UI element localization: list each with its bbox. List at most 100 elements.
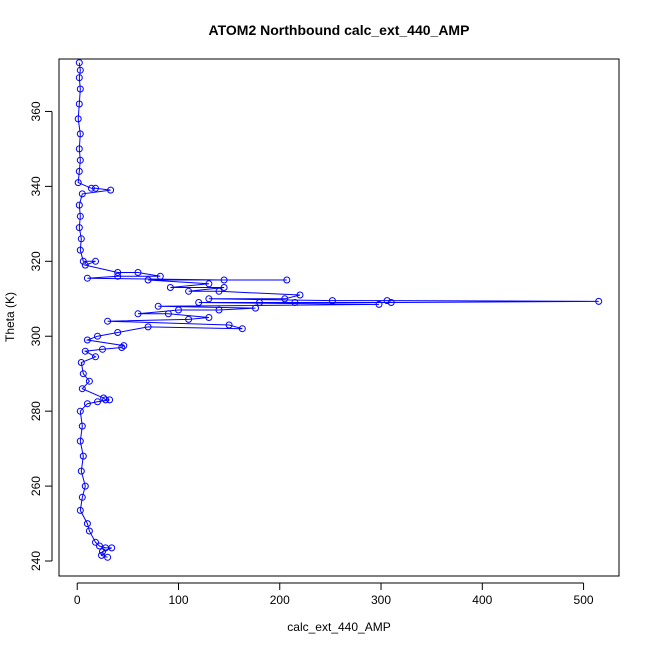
data-point [114,329,122,336]
data-point [108,544,116,552]
y-axis-label: Theta (K) [3,292,17,342]
y-tick-label: 260 [29,476,43,496]
data-point [114,272,122,280]
data-point [83,336,91,344]
data-point [595,297,603,305]
data-point [185,287,193,295]
data-point [252,304,259,312]
data-point [134,310,142,318]
chart-title: ATOM2 Northbound calc_ext_440_AMP [209,22,470,38]
y-tick-label: 320 [29,251,43,271]
data-point [328,297,336,305]
data-point [76,85,84,93]
data-point [87,184,95,192]
data-point [195,299,203,306]
data-point [81,347,89,355]
data-point [75,59,83,67]
data-point [76,437,84,445]
data-point [205,314,213,321]
data-point [77,359,85,366]
data-point [94,398,101,406]
data-point [75,100,83,108]
data-point [291,299,299,306]
data-point [75,74,83,82]
data-point [92,353,99,361]
data-point [144,276,152,284]
plot-area-frame [58,58,620,577]
data-series [74,59,603,561]
data-point [79,452,87,460]
data-point [205,295,213,303]
data-point [144,323,152,331]
data-point [185,315,193,323]
data-point [83,274,91,282]
data-point [238,325,246,333]
data-point [102,396,110,404]
data-point [76,407,84,415]
data-point [281,295,289,303]
data-point [83,400,91,408]
data-point [134,269,142,276]
y-axis: 240 260 280 300 320 340 360 [29,101,53,571]
data-point [99,345,106,353]
x-axis-label: calc_ext_440_AMP [287,620,390,634]
y-tick-label: 280 [29,401,43,421]
y-tick-label: 340 [29,176,43,196]
data-point [175,306,182,314]
data-point [79,257,87,265]
data-point [215,306,223,314]
y-tick-label: 360 [29,101,43,121]
data-point [154,302,162,310]
data-point [104,317,112,325]
data-point [118,344,126,351]
data-point [156,272,164,280]
data-point [283,276,291,284]
data-point [81,482,89,490]
data-point [220,284,228,291]
data-point [77,235,85,243]
data-point [75,167,83,175]
data-point [387,299,395,306]
data-point [92,184,99,192]
data-point [74,179,82,187]
data-point [79,370,87,378]
data-point [225,321,233,329]
y-tick-label: 300 [29,326,43,346]
data-point [76,246,84,254]
data-point [166,284,174,291]
data-point [77,467,85,475]
series-line [77,62,599,558]
data-point [96,542,103,550]
data-point [76,212,84,220]
data-point [81,261,89,269]
x-tick-label: 500 [574,593,594,607]
data-point [78,385,86,393]
x-tick-label: 200 [270,593,290,607]
data-point [85,527,93,535]
data-point [107,186,115,194]
data-point [92,257,99,265]
data-point [78,422,86,430]
x-tick-label: 0 [74,593,81,607]
data-point [383,297,391,305]
data-point [83,520,91,528]
data-point [74,115,82,123]
data-point [99,548,106,556]
data-point [205,280,213,288]
data-point [114,269,122,276]
x-tick-label: 300 [371,593,391,607]
data-point [215,287,223,295]
data-point [256,299,263,306]
data-point [92,538,99,546]
data-point [296,291,304,299]
x-axis: 0 100 200 300 400 500 [74,582,594,607]
data-point [75,145,83,153]
data-point [375,300,383,308]
data-point [76,506,84,514]
x-tick-label: 400 [472,593,492,607]
x-tick-label: 100 [168,593,188,607]
data-point [76,156,84,164]
data-point [75,224,83,232]
